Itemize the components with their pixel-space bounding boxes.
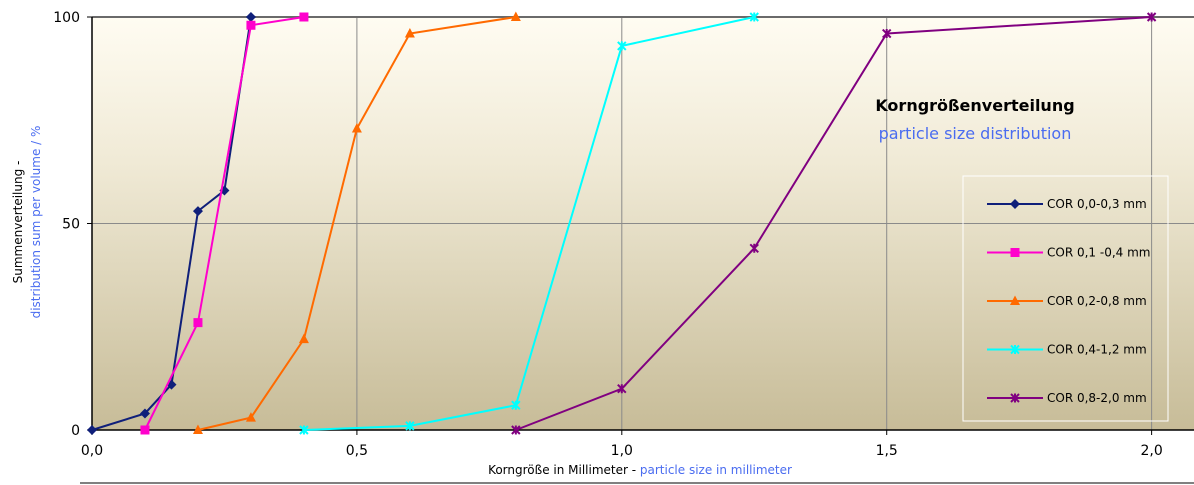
series-line bbox=[197, 16, 517, 431]
y-axis-label-de: Summenverteilung - bbox=[11, 161, 25, 284]
y-tick-label: 100 bbox=[53, 10, 80, 26]
series-3 bbox=[192, 11, 521, 434]
legend-label: COR 0,4-1,2 mm bbox=[1047, 343, 1147, 357]
data-point bbox=[246, 20, 256, 30]
data-point bbox=[192, 206, 203, 217]
y-tick-label: 0 bbox=[71, 423, 80, 439]
x-tick-label: 1,0 bbox=[611, 443, 633, 459]
data-point bbox=[882, 28, 892, 39]
legend-label: COR 0,0-0,3 mm bbox=[1047, 197, 1147, 211]
legend-marker bbox=[1010, 393, 1020, 403]
grid bbox=[92, 16, 1194, 430]
legend-marker bbox=[1010, 199, 1020, 209]
data-point bbox=[511, 425, 521, 435]
series-line bbox=[144, 16, 305, 431]
series-4 bbox=[299, 12, 759, 435]
series-5 bbox=[511, 12, 1157, 435]
data-point bbox=[299, 425, 309, 435]
data-point bbox=[617, 383, 627, 394]
legend-marker bbox=[1010, 295, 1020, 305]
x-axis-label-de: Korngröße in Millimeter - bbox=[488, 463, 640, 477]
x-tick-label: 0,5 bbox=[346, 443, 368, 459]
x-axis-label-en: particle size in millimeter bbox=[640, 463, 792, 477]
data-point bbox=[139, 408, 150, 419]
data-point bbox=[298, 333, 309, 344]
data-point bbox=[405, 421, 415, 431]
x-axis-label: Korngröße in Millimeter - particle size … bbox=[488, 463, 792, 477]
legend-label: COR 0,8-2,0 mm bbox=[1047, 391, 1147, 405]
legend-marker bbox=[1010, 344, 1020, 355]
data-point bbox=[510, 11, 521, 21]
data-point bbox=[617, 41, 627, 51]
y-tick-label: 50 bbox=[62, 217, 80, 233]
legend: COR 0,0-0,3 mm COR 0,1 -0,4 mm COR 0,2-0,8… bbox=[962, 175, 1169, 422]
data-point bbox=[192, 424, 203, 434]
legend-item: COR 0,4-1,2 mm bbox=[987, 343, 1147, 357]
data-point bbox=[351, 123, 362, 133]
chart-title: Korngrößenverteilung bbox=[875, 96, 1074, 115]
data-point bbox=[749, 243, 759, 253]
series-layer bbox=[87, 11, 1157, 435]
legend-label: COR 0,1 -0,4 mm bbox=[1047, 246, 1150, 260]
axes: 0 50 100 0,0 0,5 1,0 1,5 2,0 bbox=[53, 10, 1194, 459]
data-point bbox=[404, 28, 415, 38]
data-point bbox=[749, 12, 759, 22]
legend-label: COR 0,2-0,8 mm bbox=[1047, 294, 1147, 308]
series-2 bbox=[140, 12, 309, 435]
data-point bbox=[245, 412, 256, 422]
data-point bbox=[193, 318, 203, 328]
legend-marker bbox=[1010, 248, 1020, 257]
series-line bbox=[91, 16, 252, 431]
legend-box bbox=[962, 175, 1169, 422]
data-point bbox=[1146, 12, 1157, 22]
series-1 bbox=[87, 12, 256, 435]
y-axis-label-en: distribution sum per volume / % bbox=[29, 126, 43, 319]
data-point bbox=[511, 400, 521, 410]
data-point bbox=[299, 12, 309, 22]
legend-item: COR 0,1 -0,4 mm bbox=[987, 246, 1150, 260]
data-point bbox=[245, 12, 256, 22]
x-tick-label: 2,0 bbox=[1140, 443, 1162, 459]
data-point bbox=[87, 425, 97, 435]
legend-item: COR 0,2-0,8 mm bbox=[987, 294, 1147, 308]
x-tick-label: 0,0 bbox=[81, 443, 103, 459]
x-tick-label: 1,5 bbox=[876, 443, 898, 459]
data-point bbox=[140, 425, 150, 435]
legend-item: COR 0,0-0,3 mm bbox=[987, 197, 1147, 211]
chart-title-group: Korngrößenverteilung particle size distr… bbox=[875, 96, 1074, 143]
chart-subtitle: particle size distribution bbox=[879, 124, 1072, 143]
legend-item: COR 0,8-2,0 mm bbox=[987, 391, 1147, 405]
